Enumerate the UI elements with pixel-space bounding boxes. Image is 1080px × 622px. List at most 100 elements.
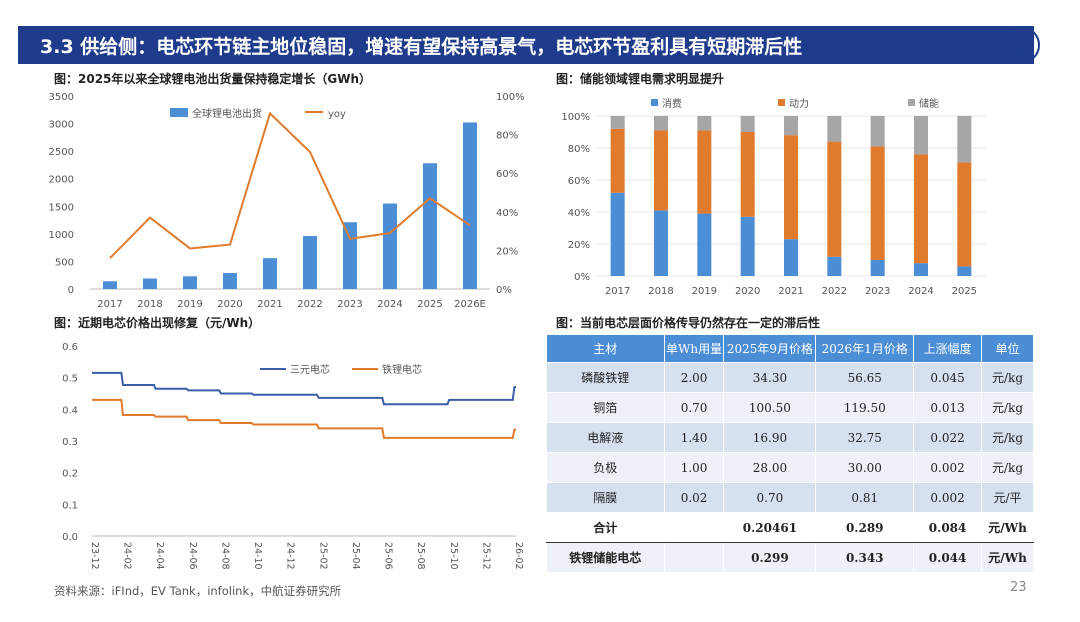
x-tick-label: 25-08 <box>415 542 426 570</box>
shipment-bar <box>383 203 397 289</box>
x-tick-label: 24-02 <box>122 542 133 570</box>
table-cell: 元/平 <box>981 482 1034 513</box>
x-tick-label: 2020 <box>217 299 242 310</box>
header-increase: 上涨幅度 <box>913 334 983 363</box>
avic-logo-icon: AVIC <box>1002 26 1040 64</box>
y-tick-label: 0% <box>574 272 590 283</box>
legend-label: 三元电芯 <box>290 363 330 376</box>
x-tick-label: 25-04 <box>350 542 361 570</box>
y-right-tick-label: 100% <box>496 92 525 103</box>
table-cell: 合计 <box>546 512 665 543</box>
x-tick-label: 2026E <box>454 299 486 310</box>
table-row: 负极 1.00 28.00 30.00 0.002 元/kg <box>546 452 1034 483</box>
x-tick-label: 2024 <box>908 286 933 297</box>
shipment-bar <box>303 236 317 289</box>
x-tick-label: 25-12 <box>480 542 491 570</box>
table-cell: 1.40 <box>663 422 725 453</box>
stack-segment <box>914 154 928 264</box>
x-tick-label: 2024 <box>377 299 402 310</box>
x-tick-label: 25-02 <box>317 542 328 570</box>
y-left-tick-label: 1500 <box>49 202 74 213</box>
y-left-tick-label: 1000 <box>49 230 74 241</box>
x-tick-label: 24-12 <box>285 542 296 570</box>
table-total-row: 合计 0.20461 0.289 0.084 元/Wh <box>546 512 1034 543</box>
table-cell: 元/Wh <box>981 512 1034 543</box>
stack-segment <box>957 266 972 276</box>
table-cell: 0.289 <box>815 512 915 543</box>
legend-bar-label: 全球锂电池出货 <box>192 107 262 120</box>
x-tick-label: 2021 <box>257 299 282 310</box>
stack-segment <box>654 130 668 211</box>
y-tick-label: 0.2 <box>62 469 78 480</box>
table-cell: 0.20461 <box>723 512 817 543</box>
stack-segment <box>740 132 755 217</box>
x-tick-label: 2019 <box>692 286 717 297</box>
stack-segment <box>784 135 798 240</box>
stack-segment <box>827 256 842 276</box>
x-tick-label: 2023 <box>337 299 362 310</box>
stack-segment <box>784 116 798 136</box>
table-cell: 元/kg <box>981 452 1034 483</box>
shipment-bar <box>103 281 117 289</box>
table-cell: 119.50 <box>815 392 915 423</box>
stack-segment <box>870 116 885 147</box>
y-tick-label: 0.4 <box>62 405 78 416</box>
caption-shipments: 图：2025年以来全球锂电池出货量保持稳定增长（GWh） <box>54 72 372 86</box>
table-cell: 隔膜 <box>546 482 665 513</box>
table-row: 隔膜 0.02 0.70 0.81 0.002 元/平 <box>546 482 1034 513</box>
x-tick-label: 24-06 <box>187 542 198 570</box>
table-cell: 铁锂储能电芯 <box>546 542 665 573</box>
y-right-tick-label: 60% <box>496 169 518 180</box>
table-cell: 32.75 <box>815 422 915 453</box>
source-note: 资料来源：iFInd，EV Tank，infolink，中航证券研究所 <box>54 584 342 598</box>
table-cell <box>663 542 725 573</box>
y-tick-label: 0.0 <box>62 532 78 543</box>
stack-segment <box>957 116 972 163</box>
table-cell: 0.084 <box>913 512 983 543</box>
y-tick-label: 80% <box>568 144 590 155</box>
x-tick-label: 2022 <box>822 286 847 297</box>
table-row: 铜箔 0.70 100.50 119.50 0.013 元/kg <box>546 392 1034 423</box>
table-cell: 磷酸铁锂 <box>546 362 665 393</box>
table-cell: 元/kg <box>981 392 1034 423</box>
x-tick-label: 24-10 <box>252 542 263 570</box>
x-tick-label: 2019 <box>177 299 202 310</box>
y-tick-label: 0.5 <box>62 374 78 385</box>
table-cell: 16.90 <box>723 422 817 453</box>
stack-segment <box>914 263 928 276</box>
cell-price-chart: 0.0 0.1 0.2 0.3 0.4 0.5 0.6 23-12 24-02 24-04 24-0… <box>62 342 524 570</box>
table-cell <box>663 512 725 543</box>
page-number: 23 <box>1010 580 1027 595</box>
stack-segment <box>697 116 712 131</box>
y-left-tick-label: 2500 <box>49 147 74 158</box>
x-tick-label: 24-04 <box>154 542 165 570</box>
table-cell: 元/Wh <box>981 542 1034 573</box>
shipment-bar <box>223 273 237 289</box>
header-price-jan: 2026年1月价格 <box>815 334 915 363</box>
x-tick-label: 24-08 <box>219 542 230 570</box>
x-tick-label: 25-10 <box>448 542 459 570</box>
shipments-chart: 0 500 1000 1500 2000 2500 3000 3500 0% 20% 40% 60% 8… <box>49 92 525 310</box>
stack-segment <box>654 210 668 276</box>
legend-bar-swatch <box>170 108 188 117</box>
caption-demand-mix: 图：储能领域锂电需求明显提升 <box>556 72 725 86</box>
y-left-tick-label: 2000 <box>49 175 74 186</box>
stack-segment <box>610 192 625 276</box>
table-cell: 0.013 <box>913 392 983 423</box>
stack-segment <box>957 162 972 267</box>
table-cell: 0.045 <box>913 362 983 393</box>
y-tick-label: 40% <box>568 208 590 219</box>
y-tick-label: 0.3 <box>62 437 78 448</box>
table-cell: 34.30 <box>723 362 817 393</box>
y-left-tick-label: 500 <box>55 257 74 268</box>
y-tick-label: 20% <box>568 240 590 251</box>
x-tick-label: 2021 <box>778 286 803 297</box>
stack-segment <box>740 216 755 276</box>
y-tick-label: 100% <box>561 112 590 123</box>
y-right-tick-label: 40% <box>496 208 518 219</box>
stack-segment <box>870 260 885 276</box>
shipment-bar <box>423 163 437 289</box>
caption-price-table: 图：当前电芯层面价格传导仍然存在一定的滞后性 <box>556 316 821 330</box>
stack-segment <box>914 116 928 155</box>
legend-swatch <box>778 99 785 106</box>
